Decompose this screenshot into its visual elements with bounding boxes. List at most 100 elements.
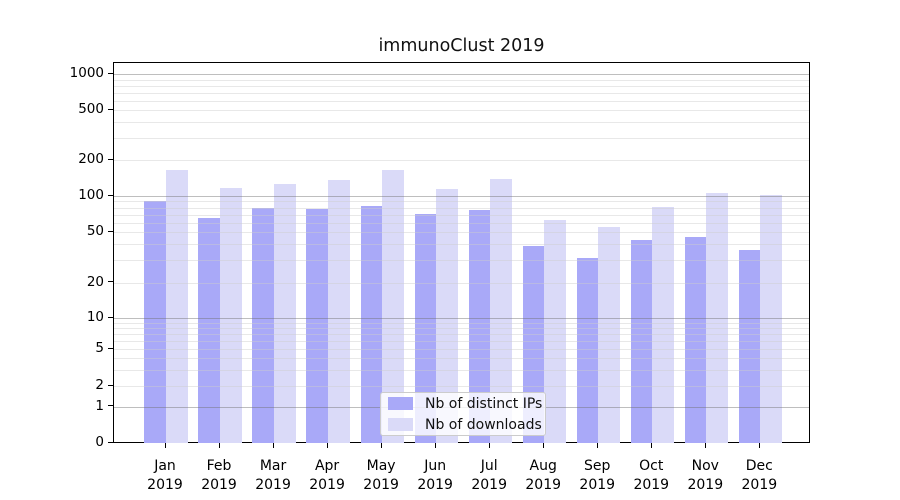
plot-area: Nb of distinct IPs Nb of downloads <box>113 62 810 444</box>
minor-gridline-40 <box>114 244 809 246</box>
y-tick-mark-20 <box>108 281 113 283</box>
minor-gridline-8 <box>114 328 809 330</box>
legend: Nb of distinct IPs Nb of downloads <box>380 392 546 436</box>
y-tick-label-20: 20 <box>86 273 104 290</box>
bar-distinct-ips-jul <box>468 210 491 444</box>
y-tick-mark-100 <box>108 194 113 196</box>
minor-gridline-7 <box>114 334 809 336</box>
major-gridline-100 <box>114 196 809 197</box>
bar-distinct-ips-mar <box>252 207 275 444</box>
x-tick-mark-may <box>380 443 382 448</box>
chart-title: immunoClust 2019 <box>378 36 545 56</box>
bar-distinct-ips-feb <box>198 218 221 444</box>
minor-gridline-900 <box>114 79 809 81</box>
y-tick-label-200: 200 <box>78 151 104 167</box>
bar-distinct-ips-sep <box>576 258 599 444</box>
y-tick-mark-200 <box>108 158 113 160</box>
bar-downloads-mar <box>274 183 296 444</box>
legend-swatch-distinct-ips <box>388 397 413 410</box>
x-tick-label-may: May 2019 <box>363 458 399 493</box>
bar-downloads-feb <box>220 187 242 444</box>
y-tick-mark-1000 <box>108 72 113 75</box>
bar-distinct-ips-jan <box>144 201 166 444</box>
legend-item-distinct-ips: Nb of distinct IPs <box>381 394 545 413</box>
minor-gridline-9 <box>114 323 809 324</box>
x-tick-mark-jan <box>164 443 166 448</box>
x-tick-label-mar: Mar 2019 <box>255 458 291 493</box>
minor-gridline-80 <box>114 207 809 209</box>
bar-downloads-jun <box>436 189 458 444</box>
y-tick-label-500: 500 <box>78 101 104 118</box>
y-tick-mark-10 <box>108 316 113 319</box>
x-tick-label-jan: Jan 2019 <box>147 458 183 493</box>
y-tick-label-1: 1 <box>95 397 104 414</box>
minor-gridline-70 <box>114 214 809 216</box>
bar-downloads-jul <box>490 179 512 444</box>
minor-gridline-6 <box>114 341 809 343</box>
bar-downloads-may <box>382 169 404 444</box>
y-tick-mark-500 <box>108 108 113 111</box>
x-tick-mark-dec <box>758 443 761 448</box>
minor-gridline-800 <box>114 85 809 87</box>
minor-gridline-200 <box>114 160 809 161</box>
x-tick-label-aug: Aug 2019 <box>525 458 562 493</box>
x-tick-label-sep: Sep 2019 <box>579 458 616 493</box>
y-tick-label-1000: 1000 <box>69 65 104 82</box>
y-tick-mark-5 <box>108 347 113 350</box>
y-tick-label-50: 50 <box>86 223 104 239</box>
x-tick-mark-nov <box>704 443 707 448</box>
x-tick-mark-sep <box>596 443 599 448</box>
legend-swatch-downloads <box>388 418 413 431</box>
bar-distinct-ips-apr <box>306 208 329 444</box>
bar-downloads-oct <box>652 206 674 444</box>
minor-gridline-2 <box>114 386 809 387</box>
legend-item-downloads: Nb of downloads <box>381 415 545 434</box>
minor-gridline-50 <box>114 232 809 233</box>
bar-downloads-nov <box>706 193 728 444</box>
minor-gridline-300 <box>114 138 809 139</box>
x-tick-mark-feb <box>218 443 220 448</box>
x-tick-mark-oct <box>650 443 653 448</box>
bar-downloads-aug <box>544 219 566 444</box>
bar-downloads-sep <box>598 227 620 444</box>
bar-downloads-dec <box>760 194 782 444</box>
x-tick-label-nov: Nov 2019 <box>687 458 724 493</box>
x-tick-label-apr: Apr 2019 <box>309 458 345 493</box>
minor-gridline-30 <box>114 260 809 262</box>
y-tick-label-5: 5 <box>95 340 104 357</box>
x-tick-mark-apr <box>326 443 328 448</box>
major-gridline-1000 <box>114 74 809 76</box>
bar-distinct-ips-oct <box>630 240 653 444</box>
bar-downloads-apr <box>328 180 350 444</box>
major-gridline-10 <box>114 318 809 320</box>
bar-distinct-ips-jun <box>414 213 437 444</box>
y-tick-mark-2 <box>108 384 113 386</box>
y-tick-mark-1 <box>108 405 113 407</box>
minor-gridline-90 <box>114 201 809 203</box>
x-tick-label-oct: Oct 2019 <box>633 458 670 493</box>
minor-gridline-400 <box>114 122 809 124</box>
minor-gridline-4 <box>114 358 809 360</box>
bar-downloads-jan <box>166 169 188 444</box>
minor-gridline-5 <box>114 349 809 351</box>
minor-gridline-600 <box>114 100 809 102</box>
minor-gridline-3 <box>114 369 809 371</box>
y-tick-label-10: 10 <box>86 309 104 326</box>
x-tick-label-feb: Feb 2019 <box>201 458 237 493</box>
x-tick-label-jul: Jul 2019 <box>471 458 507 493</box>
bar-distinct-ips-may <box>360 206 383 444</box>
y-tick-label-100: 100 <box>78 187 104 203</box>
x-tick-label-dec: Dec 2019 <box>741 458 778 493</box>
y-tick-label-0: 0 <box>95 434 104 451</box>
legend-label-distinct-ips: Nb of distinct IPs <box>425 395 543 412</box>
y-tick-label-2: 2 <box>95 377 104 393</box>
minor-gridline-20 <box>114 282 809 284</box>
minor-gridline-60 <box>114 222 809 224</box>
bar-distinct-ips-dec <box>738 250 761 444</box>
x-tick-mark-aug <box>542 443 544 448</box>
y-tick-mark-50 <box>108 230 113 232</box>
x-tick-mark-jun <box>434 443 436 448</box>
y-tick-mark-0 <box>108 441 113 444</box>
x-tick-mark-jul <box>488 443 490 448</box>
